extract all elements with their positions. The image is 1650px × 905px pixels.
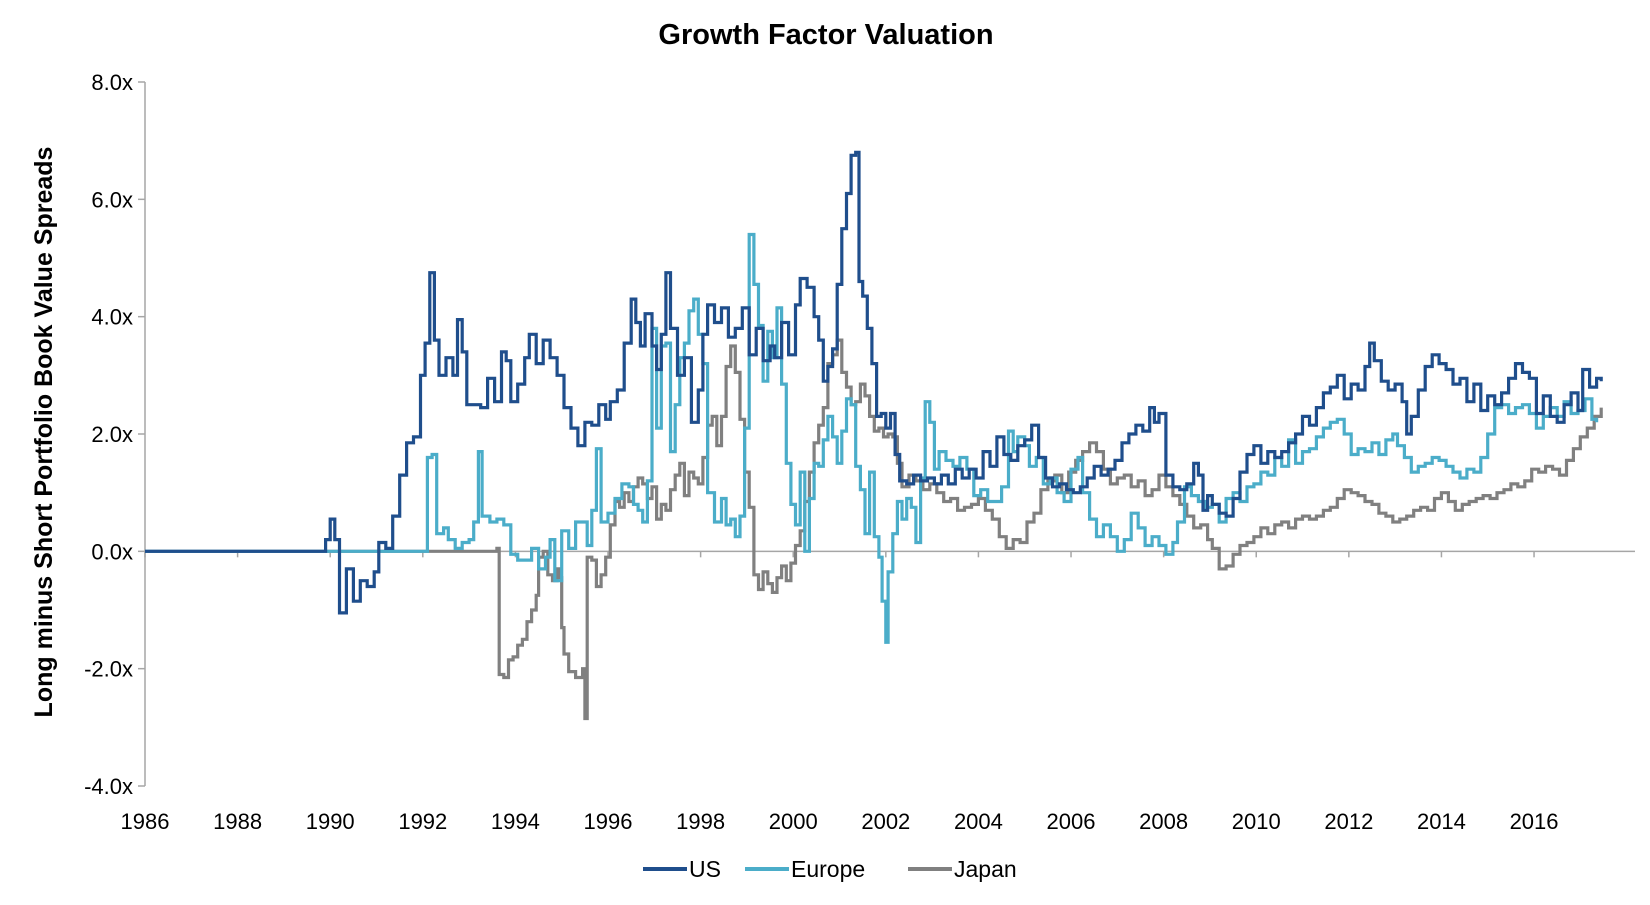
y-axis-label: Long minus Short Portfolio Book Value Sp… (30, 147, 58, 718)
legend-label-us: US (689, 856, 721, 882)
legend-label-japan: Japan (954, 856, 1017, 882)
y-tick-label: 8.0x (91, 70, 133, 95)
series-line-us (145, 150, 1603, 615)
x-tick-label: 2012 (1324, 809, 1373, 834)
y-tick-label: 0.0x (91, 539, 133, 564)
x-tick-label: 2010 (1232, 809, 1281, 834)
y-tick-label: 2.0x (91, 422, 133, 447)
x-tick-label: 1994 (491, 809, 540, 834)
x-tick-label: 1996 (584, 809, 633, 834)
series-line-europe (145, 232, 1599, 644)
x-tick-label: 1990 (306, 809, 355, 834)
x-tick-label: 1992 (398, 809, 447, 834)
y-tick-label: 4.0x (91, 305, 133, 330)
x-tick-label: 2008 (1139, 809, 1188, 834)
x-tick-label: 2000 (769, 809, 818, 834)
y-axis-ticks: 8.0x 6.0x 4.0x 2.0x 0.0x -2.0x -4.0x (84, 70, 145, 799)
x-tick-label: 2002 (861, 809, 910, 834)
x-tick-label: 2016 (1510, 809, 1559, 834)
y-tick-label: -4.0x (84, 774, 133, 799)
y-tick-label: -2.0x (84, 657, 133, 682)
y-tick-label: 6.0x (91, 187, 133, 212)
series-line-japan (145, 338, 1603, 721)
legend-label-europe: Europe (791, 856, 865, 882)
x-tick-label: 1998 (676, 809, 725, 834)
chart-title: Growth Factor Valuation (658, 19, 993, 51)
x-tick-label: 2004 (954, 809, 1003, 834)
x-tick-label: 1988 (213, 809, 262, 834)
x-tick-label: 2014 (1417, 809, 1466, 834)
x-tick-label: 1986 (121, 809, 170, 834)
x-tick-label: 2006 (1047, 809, 1096, 834)
legend: US Europe Japan (643, 856, 1017, 882)
x-axis-ticks: 1986 1988 1990 1992 1994 1996 1998 2000 2002 2004… (121, 551, 1559, 834)
series-group (145, 150, 1603, 721)
